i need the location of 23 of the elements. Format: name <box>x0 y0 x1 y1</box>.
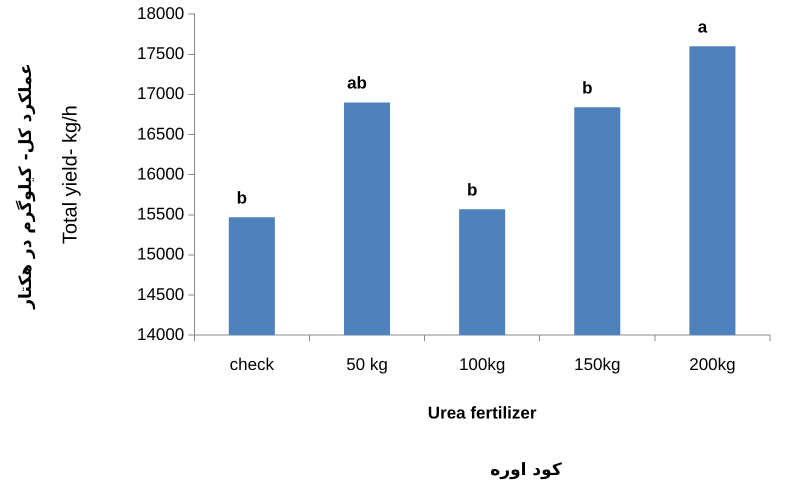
x-tick-label: 200kg <box>689 355 736 374</box>
annotation: b <box>236 188 248 208</box>
text: کود اوره <box>490 460 562 480</box>
y-tick-label: 15500 <box>136 204 184 224</box>
annotation: ab <box>347 74 367 93</box>
annotation: b <box>582 78 592 98</box>
y-tick-label: 14500 <box>136 284 184 304</box>
y-tick-label: 18000 <box>136 4 184 23</box>
x-tick-label: 50 kg <box>346 355 388 374</box>
x-axis-title: Urea fertilizer <box>428 403 537 422</box>
annotation: b <box>466 180 478 200</box>
y-tick-label: 17000 <box>136 84 184 104</box>
x-tick-label: check <box>230 355 275 374</box>
text: عملکرد کل- کیلوگرم در هکتار <box>16 63 36 309</box>
y-tick-label: 16000 <box>136 164 184 184</box>
x-tick-label: 100kg <box>458 355 506 374</box>
y-tick-label: 16500 <box>136 124 184 144</box>
y-tick-label: 15000 <box>136 244 184 264</box>
annotation: a <box>698 17 708 36</box>
y-tick-label: 14000 <box>136 324 184 344</box>
y-axis-title: Total yield- kg/h <box>60 105 82 244</box>
x-tick-label: 150kg <box>574 355 620 374</box>
y-tick-label: 17500 <box>136 44 184 64</box>
